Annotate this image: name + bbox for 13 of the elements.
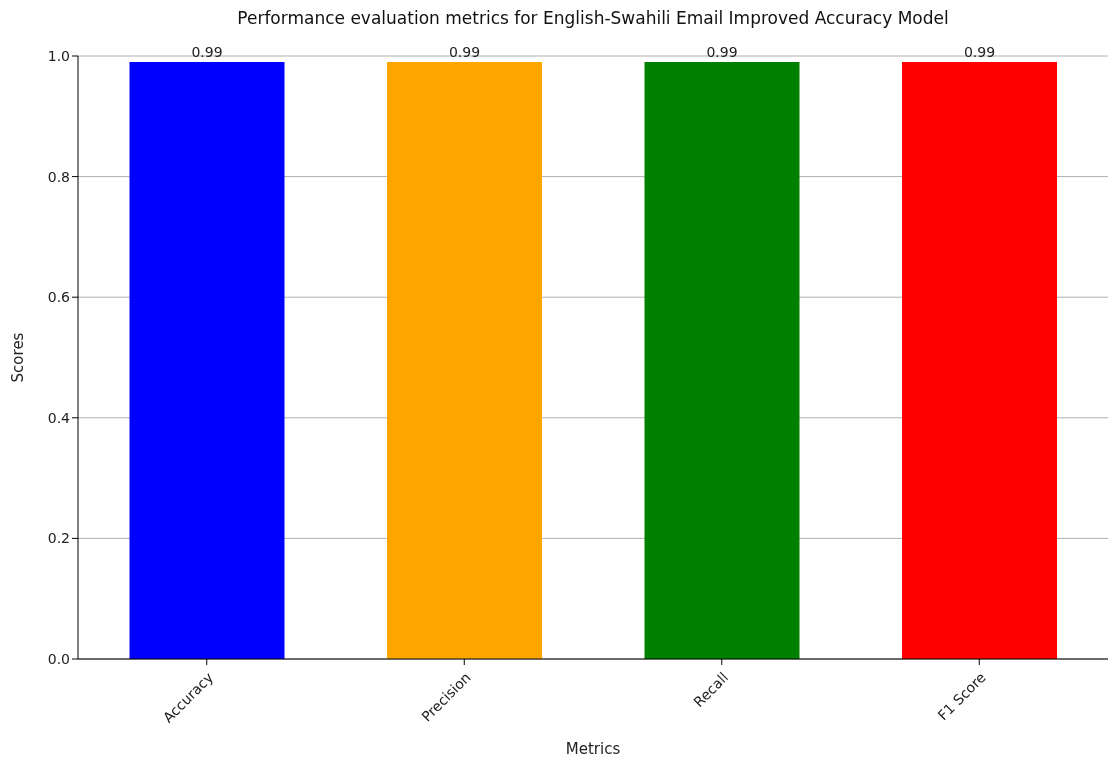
chart-title: Performance evaluation metrics for English-Swahili Email Improved Accuracy Model bbox=[236, 8, 950, 28]
y-tick-label: 0.6 bbox=[47, 289, 71, 306]
y-tick-label: 1.0 bbox=[47, 47, 70, 64]
y-tick-label: 0.8 bbox=[47, 168, 70, 185]
y-tick-label: 0.4 bbox=[47, 409, 71, 426]
y-axis-title: Scores bbox=[9, 332, 28, 383]
x-axis-title: Metrics bbox=[565, 740, 621, 758]
data-label: 0.99 bbox=[448, 44, 481, 61]
data-label: 0.99 bbox=[963, 44, 996, 61]
data-label: 0.99 bbox=[706, 44, 738, 61]
y-tick-label: 0.2 bbox=[47, 530, 70, 547]
data-label: 0.99 bbox=[191, 44, 223, 61]
y-tick-label: 0.0 bbox=[47, 650, 70, 667]
